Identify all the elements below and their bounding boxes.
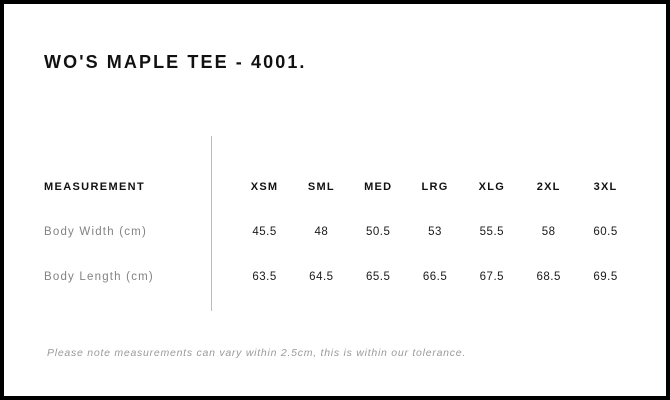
table-header-row: MEASUREMENT XSM SML MED LRG XLG 2XL 3XL <box>44 164 634 209</box>
table-row: Body Length (cm) 63.5 64.5 65.5 66.5 67.… <box>44 254 634 299</box>
cell-body-width-xlg: 55.5 <box>479 225 505 238</box>
column-header-xlg: XLG <box>478 180 506 193</box>
cell-body-length-med: 65.5 <box>366 270 391 283</box>
column-header-measurement: MEASUREMENT <box>44 180 146 193</box>
column-header-3xl: 3XL <box>593 180 618 193</box>
cell-body-length-xsm: 63.5 <box>252 270 277 283</box>
row-label-body-length: Body Length (cm) <box>44 270 154 283</box>
cell-body-width-lrg: 53 <box>428 225 442 238</box>
cell-body-length-xlg: 67.5 <box>479 270 505 283</box>
cell-body-width-2xl: 58 <box>541 225 556 238</box>
tolerance-note: Please note measurements can vary within… <box>47 347 467 359</box>
table-vertical-divider <box>211 136 212 311</box>
cell-body-width-xsm: 45.5 <box>252 225 277 238</box>
cell-body-length-sml: 64.5 <box>309 270 334 283</box>
row-label-body-width: Body Width (cm) <box>44 225 147 238</box>
size-chart-table: MEASUREMENT XSM SML MED LRG XLG 2XL 3XL … <box>44 164 634 299</box>
column-header-xsm: XSM <box>250 180 279 193</box>
column-header-med: MED <box>364 180 393 193</box>
page-title: WO'S MAPLE TEE - 4001. <box>44 52 307 72</box>
cell-body-width-med: 50.5 <box>366 225 391 238</box>
column-header-lrg: LRG <box>421 180 449 193</box>
cell-body-width-3xl: 60.5 <box>593 225 618 238</box>
cell-body-length-lrg: 66.5 <box>422 270 448 283</box>
cell-body-length-2xl: 68.5 <box>536 270 561 283</box>
cell-body-width-sml: 48 <box>314 225 329 238</box>
cell-body-length-3xl: 69.5 <box>593 270 618 283</box>
column-header-sml: SML <box>307 180 335 193</box>
table-row: Body Width (cm) 45.5 48 50.5 53 55.5 58 … <box>44 209 634 254</box>
column-header-2xl: 2XL <box>536 180 561 193</box>
